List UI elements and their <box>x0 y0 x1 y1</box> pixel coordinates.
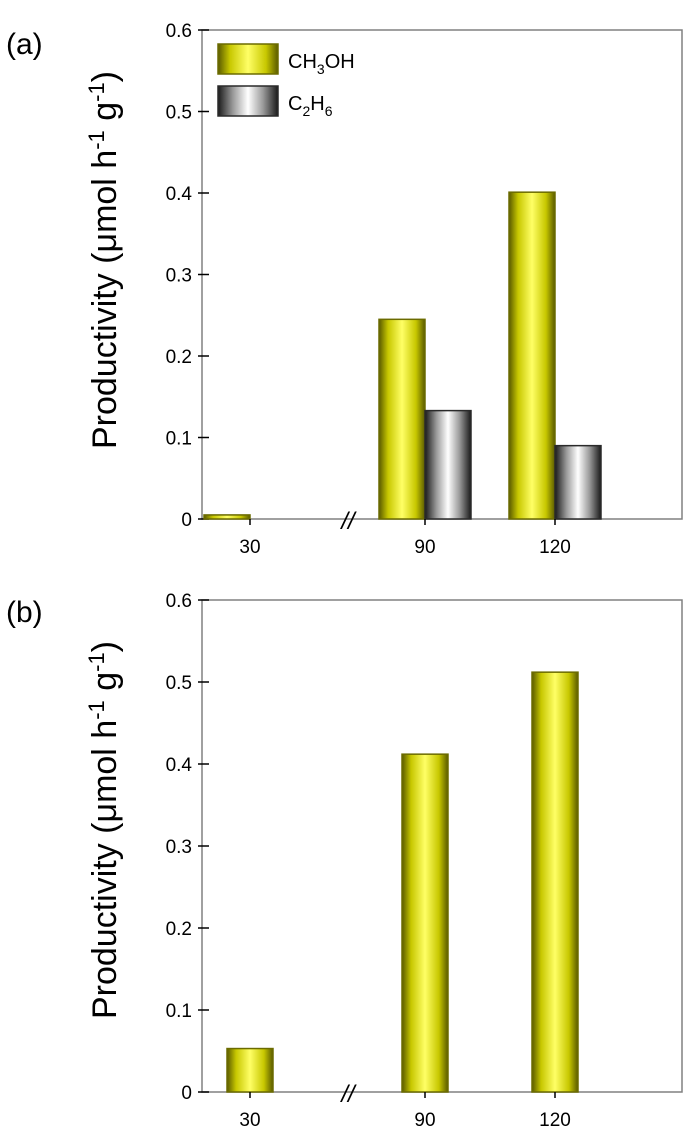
y-tick-label: 0.6 <box>166 21 192 42</box>
chart-panel-a: (a) Productivity (μmol h-1 g-1) 00.10.20… <box>6 21 683 558</box>
legend-text-part: C <box>288 93 302 115</box>
bar-a-90-series1 <box>378 318 426 520</box>
x-tick-label: 120 <box>539 1110 571 1131</box>
panel-label-a: (a) <box>6 28 43 61</box>
y-tick-label: 0.2 <box>166 347 192 368</box>
axis-break-marker: // <box>339 508 357 535</box>
bar-b-90-series1 <box>401 753 449 1093</box>
y-tick-label: 0.1 <box>166 1001 192 1022</box>
x-tick-label: 90 <box>414 537 435 558</box>
y-axis-label-text: Productivity (μmol h-1 g-1) <box>84 71 124 449</box>
y-tick-label: 0.4 <box>166 184 193 205</box>
y-tick-label: 0.5 <box>166 103 192 124</box>
y-label-sup: -1 <box>84 82 109 102</box>
y-tick-label: 0.3 <box>166 837 192 858</box>
y-label-part: ) <box>86 71 124 82</box>
x-tick-label: 30 <box>239 1110 260 1131</box>
bar-b-30-series1 <box>226 1047 274 1093</box>
x-tick-label: 90 <box>414 1110 435 1131</box>
legend-swatch-2 <box>217 85 279 117</box>
legend-text-part: H <box>310 93 324 115</box>
legend-text-part: CH <box>288 51 317 73</box>
y-axis-label-b: Productivity (μmol h-1 g-1) <box>84 641 124 1019</box>
y-label-sup: -1 <box>84 130 109 150</box>
legend-sub: 3 <box>317 61 325 77</box>
y-label-part: ) <box>86 641 124 652</box>
legend-label-2: C2H6 <box>288 93 333 119</box>
legend-sub: 6 <box>325 103 333 119</box>
bar-b-120-series1 <box>531 671 579 1093</box>
plot-area-a: 0 0.1 0.2 0.3 0.4 0.5 0.6 30 90 120 // <box>166 21 683 558</box>
y-tick-label: 0.6 <box>166 591 192 612</box>
x-tick-label: 30 <box>239 537 260 558</box>
y-axis-label-text: Productivity (μmol h-1 g-1) <box>84 641 124 1019</box>
y-label-part: g <box>86 102 124 130</box>
legend-swatch-1 <box>217 43 279 75</box>
panel-label-b: (b) <box>6 596 43 629</box>
bar-a-120-series2 <box>554 444 602 520</box>
y-tick-label: 0.1 <box>166 429 192 450</box>
bar-a-30-series1 <box>203 514 251 520</box>
y-label-sup: -1 <box>84 652 109 672</box>
legend-text-part: OH <box>325 51 355 73</box>
y-axis-label-a: Productivity (μmol h-1 g-1) <box>84 71 124 449</box>
y-tick-label: 0.2 <box>166 919 192 940</box>
x-tick-label: 120 <box>539 537 571 558</box>
y-tick-label: 0 <box>181 1083 192 1104</box>
chart-panel-b: (b) Productivity (μmol h-1 g-1) 00.10.20… <box>6 591 683 1131</box>
y-label-part: g <box>86 672 124 700</box>
legend-sub: 2 <box>302 103 310 119</box>
plot-area-b: 0 0.1 0.2 0.3 0.4 0.5 0.6 30 90 120 // <box>166 591 683 1131</box>
axis-break-marker: // <box>339 1081 357 1108</box>
bar-a-90-series2 <box>424 409 472 520</box>
bar-a-120-series1 <box>508 191 556 520</box>
y-label-sup: -1 <box>84 700 109 720</box>
y-tick-label: 0.4 <box>166 755 193 776</box>
y-label-part: Productivity (μmol h <box>86 150 124 449</box>
y-tick-label: 0.3 <box>166 266 192 287</box>
y-tick-label: 0 <box>181 510 192 531</box>
legend-label-1: CH3OH <box>288 51 355 77</box>
y-label-part: Productivity (μmol h <box>86 720 124 1019</box>
y-tick-label: 0.5 <box>166 673 192 694</box>
